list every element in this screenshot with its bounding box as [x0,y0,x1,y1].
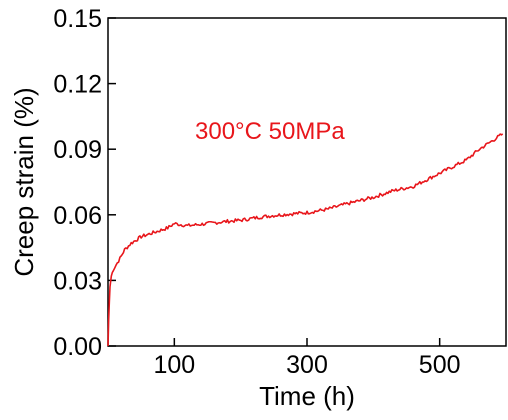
creep-strain-series-line [107,133,504,347]
plot-frame [107,17,507,347]
annotation-label: 300°C 50MPa [195,118,345,145]
y-axis-ticks: 0.00 0.03 0.06 0.09 0.12 0.15 [53,5,116,361]
y-tick-label: 0.00 [53,333,102,361]
x-axis-label: Time (h) [259,381,355,411]
y-tick-label: 0.06 [53,202,102,230]
series-layer [107,133,504,347]
x-tick-label: 100 [153,351,195,379]
y-tick-label: 0.15 [53,5,102,33]
y-tick-label: 0.12 [53,71,102,99]
x-tick-label: 300 [286,351,328,379]
y-tick-label: 0.03 [53,267,102,295]
x-tick-label: 500 [419,351,461,379]
x-axis-ticks: 100 300 500 [153,338,461,379]
y-axis-label: Creep strain (%) [9,87,39,276]
y-tick-label: 0.09 [53,136,102,164]
